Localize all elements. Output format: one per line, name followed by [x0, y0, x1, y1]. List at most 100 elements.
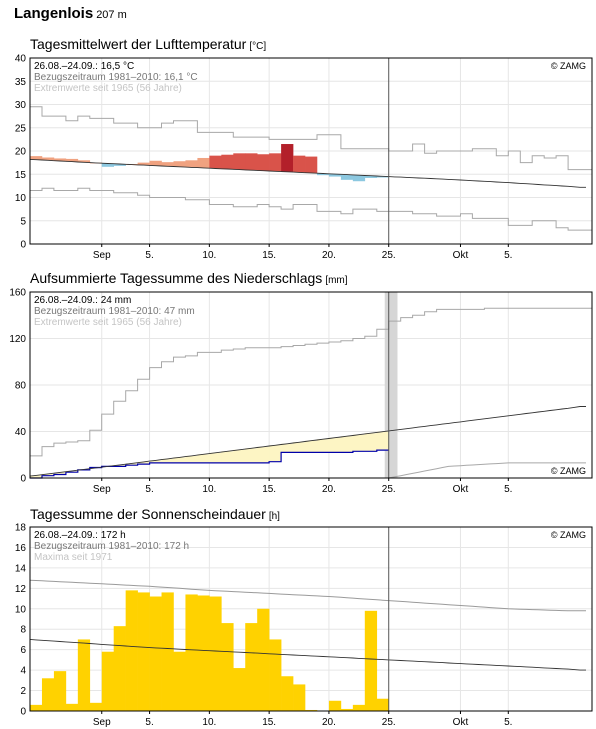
- xtick-label-precipitation: 15.: [262, 484, 276, 495]
- ytick-label-precipitation: 0: [20, 474, 26, 485]
- info-line-precipitation: Bezugszeitraum 1981–2010: 47 mm: [34, 306, 195, 317]
- xtick-label-precipitation: 5.: [504, 484, 512, 495]
- info-line-sunshine: 26.08.–24.09.: 172 h: [34, 530, 126, 541]
- period-end-marker: [384, 292, 398, 478]
- xtick-label-precipitation: 25.: [382, 484, 396, 495]
- series-normal-sunshine: [29, 638, 586, 671]
- precip-deviation-bar: [245, 448, 258, 463]
- precip-deviation-bar: [161, 458, 174, 463]
- copyright-temperature: © ZAMG: [551, 61, 586, 71]
- xtick-label-precipitation: 5.: [145, 484, 153, 495]
- xtick-label-temperature: 10.: [202, 250, 216, 261]
- xtick-label-sunshine: Sep: [93, 717, 111, 728]
- panel-temperature: 0 5 10 15 20 25 30 35 40 Sep 5. 10. 15. 20. 25. Okt 5. 26…: [15, 54, 593, 261]
- sunshine-bar: [53, 671, 67, 711]
- temp-deviation-bar: [161, 162, 174, 167]
- precip-deviation-bar: [41, 473, 55, 476]
- sunshine-bar: [293, 684, 306, 711]
- plot-frame-sunshine: [29, 526, 593, 712]
- temp-deviation-bar: [305, 156, 318, 173]
- ytick-label-sunshine: 2: [20, 686, 26, 697]
- ytick-label-temperature: 15: [15, 170, 27, 181]
- precip-deviation-bar: [328, 437, 342, 453]
- plot-frame-temperature: [29, 57, 593, 245]
- ytick-label-sunshine: 4: [20, 666, 26, 677]
- xtick-label-sunshine: 5.: [504, 717, 512, 728]
- xtick-label-temperature: 5.: [145, 250, 153, 261]
- temp-deviation-bar: [257, 154, 270, 171]
- info-line-sunshine: Bezugszeitraum 1981–2010: 172 h: [34, 541, 189, 552]
- panel-unit-temperature: [°C]: [249, 41, 267, 52]
- temp-deviation-bar: [101, 163, 115, 167]
- sunshine-bar: [305, 709, 318, 711]
- xtick-label-sunshine: 5.: [145, 717, 153, 728]
- info-line-temperature: Extremwerte seit 1965 (56 Jahre): [34, 83, 182, 94]
- panel-precipitation: 0 40 80 120 160 Sep 5. 10. 15. 20. 25. Okt 5. 26.08.–…: [9, 288, 593, 495]
- sunshine-bar: [257, 608, 270, 711]
- ytick-label-temperature: 10: [15, 193, 27, 204]
- sunshine-bar: [245, 623, 258, 711]
- precip-deviation-bar: [149, 460, 162, 463]
- panel-title-precipitation: Aufsummierte Tagessumme des Niederschlag…: [30, 270, 348, 286]
- precip-deviation-bar: [364, 433, 378, 452]
- sunshine-bar: [77, 639, 91, 711]
- temp-deviation-bar: [233, 153, 246, 170]
- copyright-precipitation: © ZAMG: [551, 466, 586, 476]
- xtick-label-temperature: 20.: [322, 250, 336, 261]
- panel-sunshine: 0 2 4 6 8 10 12 14 16 18 Sep 5. 10. 15. 20. 25. Okt 5. 26.…: [15, 523, 593, 728]
- series-extreme-max-precip: [30, 307, 592, 457]
- sunshine-bar: [340, 708, 354, 711]
- temp-deviation-bar: [328, 174, 342, 177]
- sunshine-bar: [209, 596, 222, 711]
- plot-frame-precipitation: [29, 291, 593, 479]
- ytick-label-precipitation: 40: [15, 427, 27, 438]
- ytick-label-temperature: 0: [20, 240, 26, 251]
- panel-title-precipitation-text: Aufsummierte Tagessumme des Niederschlag…: [30, 270, 323, 286]
- ytick-label-temperature: 35: [15, 77, 27, 88]
- station-altitude: 207 m: [96, 9, 127, 21]
- temp-deviation-bar: [340, 174, 354, 180]
- ytick-label-sunshine: 14: [15, 563, 27, 574]
- temp-deviation-bar: [364, 175, 378, 178]
- sunshine-bar: [161, 592, 174, 711]
- sunshine-bar: [352, 704, 366, 711]
- ytick-label-sunshine: 8: [20, 625, 26, 636]
- precip-deviation-bar: [209, 452, 222, 463]
- temp-deviation-bar: [376, 176, 390, 178]
- xtick-label-sunshine: Okt: [453, 717, 469, 728]
- sunshine-bar: [173, 651, 186, 711]
- precip-deviation-bar: [53, 472, 67, 475]
- xtick-label-sunshine: 20.: [322, 717, 336, 728]
- ytick-label-sunshine: 18: [15, 523, 27, 534]
- sunshine-bar: [65, 703, 79, 711]
- sunshine-bar: [113, 626, 126, 711]
- sunshine-bar: [221, 623, 234, 711]
- precip-deviation-bar: [257, 446, 270, 463]
- precip-deviation-bar: [113, 464, 126, 467]
- precip-deviation-bar: [352, 434, 366, 452]
- precip-deviation-bar: [173, 457, 186, 463]
- ytick-label-temperature: 30: [15, 100, 27, 111]
- panel-unit-precipitation: [mm]: [325, 275, 348, 286]
- ytick-label-precipitation: 120: [9, 334, 26, 345]
- xtick-label-precipitation: Okt: [453, 484, 469, 495]
- sunshine-bar: [185, 594, 198, 711]
- series-normal-temp: [29, 158, 586, 188]
- xtick-label-temperature: Okt: [453, 250, 469, 261]
- info-line-precipitation: 26.08.–24.09.: 24 mm: [34, 295, 131, 306]
- sunshine-bar: [233, 668, 246, 711]
- ytick-label-sunshine: 0: [20, 707, 26, 718]
- temp-deviation-bar: [352, 175, 366, 182]
- temp-deviation-bar: [269, 153, 282, 172]
- precip-deviation-bar: [281, 443, 294, 453]
- precip-deviation-bar: [30, 475, 43, 478]
- temp-deviation-bar: [316, 173, 330, 176]
- sunshine-bar: [281, 676, 294, 711]
- temp-deviation-bar: [281, 144, 294, 172]
- series-extreme-min-precip: [30, 462, 586, 479]
- precip-deviation-bar: [125, 463, 138, 466]
- temp-deviation-bar: [245, 153, 258, 171]
- precip-deviation-bar: [376, 431, 390, 451]
- ytick-label-temperature: 5: [20, 216, 26, 227]
- ytick-label-sunshine: 6: [20, 645, 26, 656]
